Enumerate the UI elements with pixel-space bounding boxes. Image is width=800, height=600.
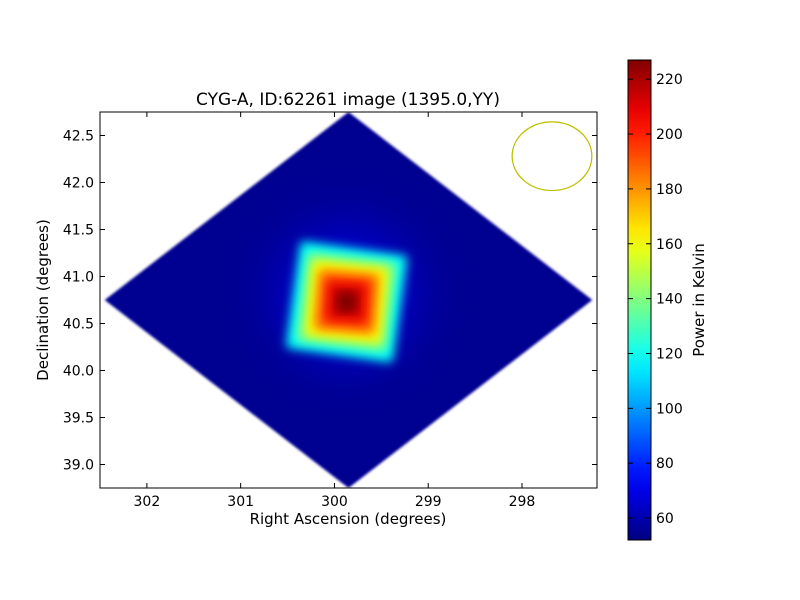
y-tick-label: 42.0	[63, 176, 94, 192]
y-axis: 39.0 39.5 40.0 40.5 41.0 41.5 42.0 42.5	[63, 129, 597, 474]
x-axis: 302 301 300 299 298	[134, 112, 536, 510]
x-tick-label: 298	[509, 494, 536, 510]
x-tick-label: 302	[134, 494, 161, 510]
colorbar-tick-label: 140	[656, 292, 683, 308]
y-tick-label: 39.5	[63, 411, 94, 427]
colorbar-tick-label: 200	[656, 127, 683, 143]
plot-area	[104, 112, 593, 488]
colorbar-tick-label: 180	[656, 182, 683, 198]
colorbar-tick-label: 80	[656, 456, 674, 472]
colorbar-tick-label: 160	[656, 237, 683, 253]
y-tick-label: 42.5	[63, 129, 94, 145]
beam-ellipse	[511, 121, 593, 192]
y-tick-label: 41.5	[63, 223, 94, 239]
x-axis-label: Right Ascension (degrees)	[250, 510, 447, 528]
y-axis-label: Declination (degrees)	[34, 219, 52, 381]
colorbar-tick-label: 220	[656, 72, 683, 88]
y-tick-label: 39.0	[63, 458, 94, 474]
y-tick-label: 40.0	[63, 364, 94, 380]
y-tick-label: 41.0	[63, 270, 94, 286]
x-tick-label: 300	[321, 494, 348, 510]
x-tick-label: 301	[227, 494, 254, 510]
y-tick-label: 40.5	[63, 317, 94, 333]
colorbar-tick-label: 60	[656, 511, 674, 527]
colorbar-tick-label: 120	[656, 346, 683, 362]
colorbar-tick-label: 100	[656, 401, 683, 417]
chart-title: CYG-A, ID:62261 image (1395.0,YY)	[196, 90, 500, 110]
source-contour-6	[336, 291, 357, 312]
colorbar-axis: 60 80 100 120 140 160 180 200 220	[628, 72, 683, 527]
x-tick-label: 299	[415, 494, 442, 510]
plot-frame	[99, 111, 598, 489]
colorbar	[627, 59, 652, 541]
colorbar-label: Power in Kelvin	[690, 243, 708, 357]
